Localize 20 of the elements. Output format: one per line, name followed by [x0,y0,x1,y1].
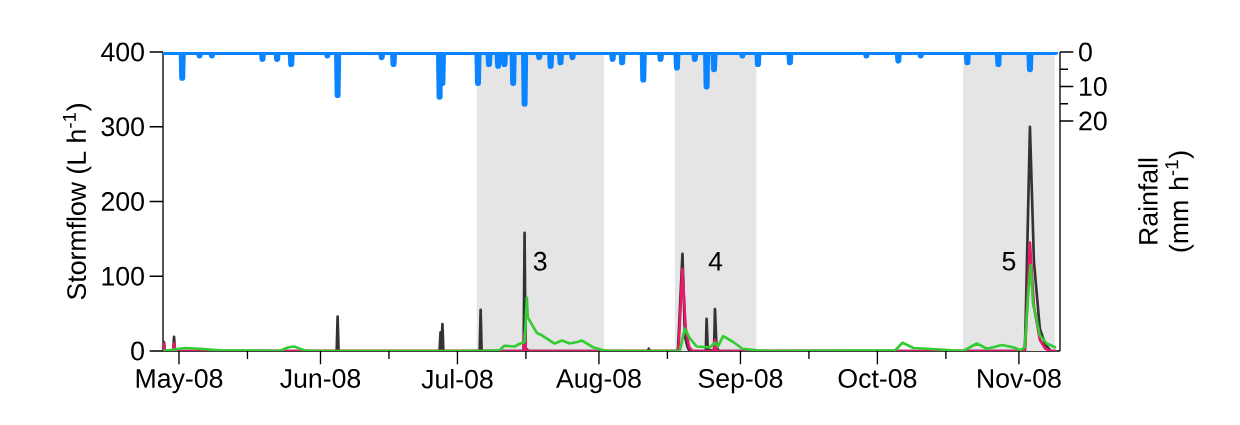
x-tick-label: Sep-08 [698,369,783,394]
y-tick-label: 0 [131,341,144,361]
band-label: 5 [1002,251,1016,271]
y-tick-label: 300 [101,117,144,137]
x-tick-label: Aug-08 [556,369,641,394]
y2-tick-label: 0 [1079,42,1092,62]
x-tick-label: Nov-08 [978,369,1061,388]
y2-axis-title: Rainfall (mm h$^{-1}$) [1138,151,1194,252]
band-label: 3 [533,251,547,271]
y-axis-title: Stormflow (L h$^{-1}$) [62,104,92,300]
x-tick-label: May-08 [136,369,223,394]
x-tick-label: Jun-08 [280,369,361,388]
y-tick-label: 200 [101,192,144,211]
x-tick-label: Oct-08 [838,369,917,388]
y2-tick-label: 20 [1079,111,1107,131]
band-label: 4 [708,252,723,271]
x-tick-label: Jul-08 [421,369,493,389]
y-tick-label: 100 [102,266,144,286]
y-tick-label: 400 [101,42,144,62]
y2-tick-label: 10 [1080,77,1107,96]
